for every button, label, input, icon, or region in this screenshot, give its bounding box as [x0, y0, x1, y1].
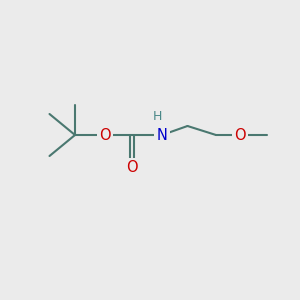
- Text: O: O: [234, 128, 246, 142]
- Text: O: O: [99, 128, 111, 142]
- Text: H: H: [153, 110, 162, 124]
- Text: N: N: [157, 128, 167, 142]
- Text: O: O: [126, 160, 138, 175]
